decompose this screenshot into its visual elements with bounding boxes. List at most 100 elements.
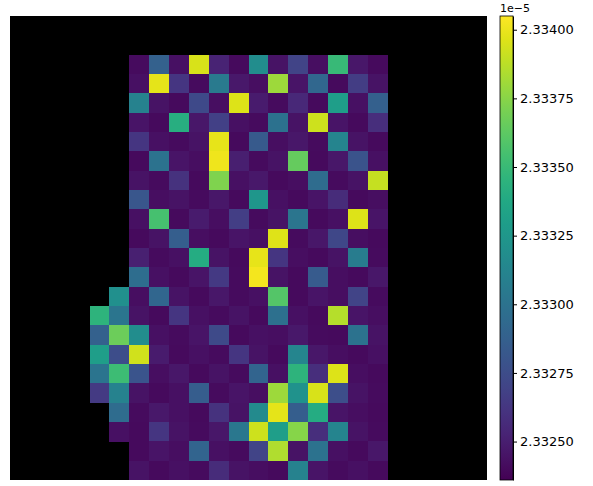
colorbar-tick-mark [513, 30, 517, 31]
heatmap-cell [149, 74, 169, 94]
heatmap-cell [328, 132, 348, 152]
heatmap-cell [90, 383, 110, 403]
heatmap-cell [249, 441, 269, 461]
heatmap-cell [189, 74, 209, 94]
heatmap-cell [368, 441, 388, 461]
heatmap-cell [189, 287, 209, 307]
heatmap-cell [308, 422, 328, 442]
heatmap-cell [249, 171, 269, 191]
heatmap-cell [308, 345, 328, 365]
heatmap-cell [288, 383, 308, 403]
heatmap-cell [229, 422, 249, 442]
heatmap-cell [268, 248, 288, 268]
heatmap-cell [189, 93, 209, 113]
heatmap-cell [129, 132, 149, 152]
heatmap-cell [129, 441, 149, 461]
heatmap-cell [169, 190, 189, 210]
colorbar-tick-mark [513, 98, 517, 99]
heatmap-cell [348, 171, 368, 191]
heatmap-cell [229, 403, 249, 423]
heatmap-cell [328, 151, 348, 171]
heatmap-cell [189, 441, 209, 461]
colorbar-tick: 2.33325 [513, 228, 574, 243]
heatmap-cell [288, 113, 308, 133]
heatmap-cell [308, 74, 328, 94]
heatmap-cell [229, 461, 249, 480]
heatmap-cell [368, 171, 388, 191]
heatmap-cell [129, 364, 149, 384]
heatmap-cell [368, 74, 388, 94]
heatmap-cell [189, 306, 209, 326]
heatmap-cell [308, 306, 328, 326]
heatmap-cell [129, 74, 149, 94]
heatmap-cell [288, 190, 308, 210]
heatmap-cell [308, 190, 328, 210]
heatmap-cell [348, 422, 368, 442]
heatmap-cell [109, 306, 129, 326]
heatmap-cell [169, 306, 189, 326]
heatmap-cell [149, 287, 169, 307]
heatmap-cell [328, 383, 348, 403]
heatmap-cell [209, 229, 229, 249]
heatmap-cell [328, 345, 348, 365]
heatmap-cell [169, 441, 189, 461]
heatmap-cell [288, 345, 308, 365]
heatmap-cell [169, 74, 189, 94]
colorbar-tick: 2.33250 [513, 434, 574, 449]
heatmap-cell [308, 364, 328, 384]
heatmap-cell [149, 383, 169, 403]
heatmap-cell [189, 422, 209, 442]
heatmap-cell [268, 190, 288, 210]
heatmap-cell [268, 422, 288, 442]
heatmap-cell [109, 403, 129, 423]
heatmap-cell [368, 461, 388, 480]
heatmap-cell [249, 345, 269, 365]
heatmap-cell [308, 171, 328, 191]
heatmap-cell [348, 209, 368, 229]
heatmap-cell [189, 209, 209, 229]
heatmap-cell [308, 287, 328, 307]
heatmap-cell [209, 93, 229, 113]
heatmap-cell [209, 248, 229, 268]
heatmap-cell [229, 229, 249, 249]
colorbar-tick-mark [513, 236, 517, 237]
heatmap-cell [249, 306, 269, 326]
heatmap-cell [368, 306, 388, 326]
heatmap-cell [209, 364, 229, 384]
heatmap-cell [368, 55, 388, 75]
heatmap-cell [129, 325, 149, 345]
heatmap-cell [229, 287, 249, 307]
heatmap-cell [288, 248, 308, 268]
heatmap-cell [229, 209, 249, 229]
heatmap-cell [189, 403, 209, 423]
heatmap-cell [149, 403, 169, 423]
heatmap-cell [288, 364, 308, 384]
heatmap-cell [348, 190, 368, 210]
heatmap-cell [129, 113, 149, 133]
heatmap-cell [229, 441, 249, 461]
heatmap-cell [328, 306, 348, 326]
heatmap-cell [288, 306, 308, 326]
colorbar-tick: 2.33300 [513, 297, 574, 312]
heatmap-cell [348, 132, 368, 152]
heatmap-cell [288, 171, 308, 191]
heatmap-cell [328, 422, 348, 442]
heatmap-cell [308, 55, 328, 75]
heatmap-cell [348, 113, 368, 133]
heatmap-cell [209, 171, 229, 191]
heatmap-cell [249, 287, 269, 307]
heatmap-cell [129, 403, 149, 423]
heatmap-cell [268, 441, 288, 461]
heatmap-cell [288, 229, 308, 249]
colorbar-tick: 2.33375 [513, 91, 574, 106]
heatmap-cell [209, 403, 229, 423]
heatmap-cell [169, 287, 189, 307]
heatmap-cell [268, 306, 288, 326]
heatmap-cell [229, 190, 249, 210]
heatmap-cell [308, 113, 328, 133]
heatmap-cell [308, 441, 328, 461]
heatmap-cell [368, 209, 388, 229]
heatmap-cell [109, 325, 129, 345]
colorbar-tick-label: 2.33375 [520, 91, 574, 106]
heatmap-cell [368, 113, 388, 133]
